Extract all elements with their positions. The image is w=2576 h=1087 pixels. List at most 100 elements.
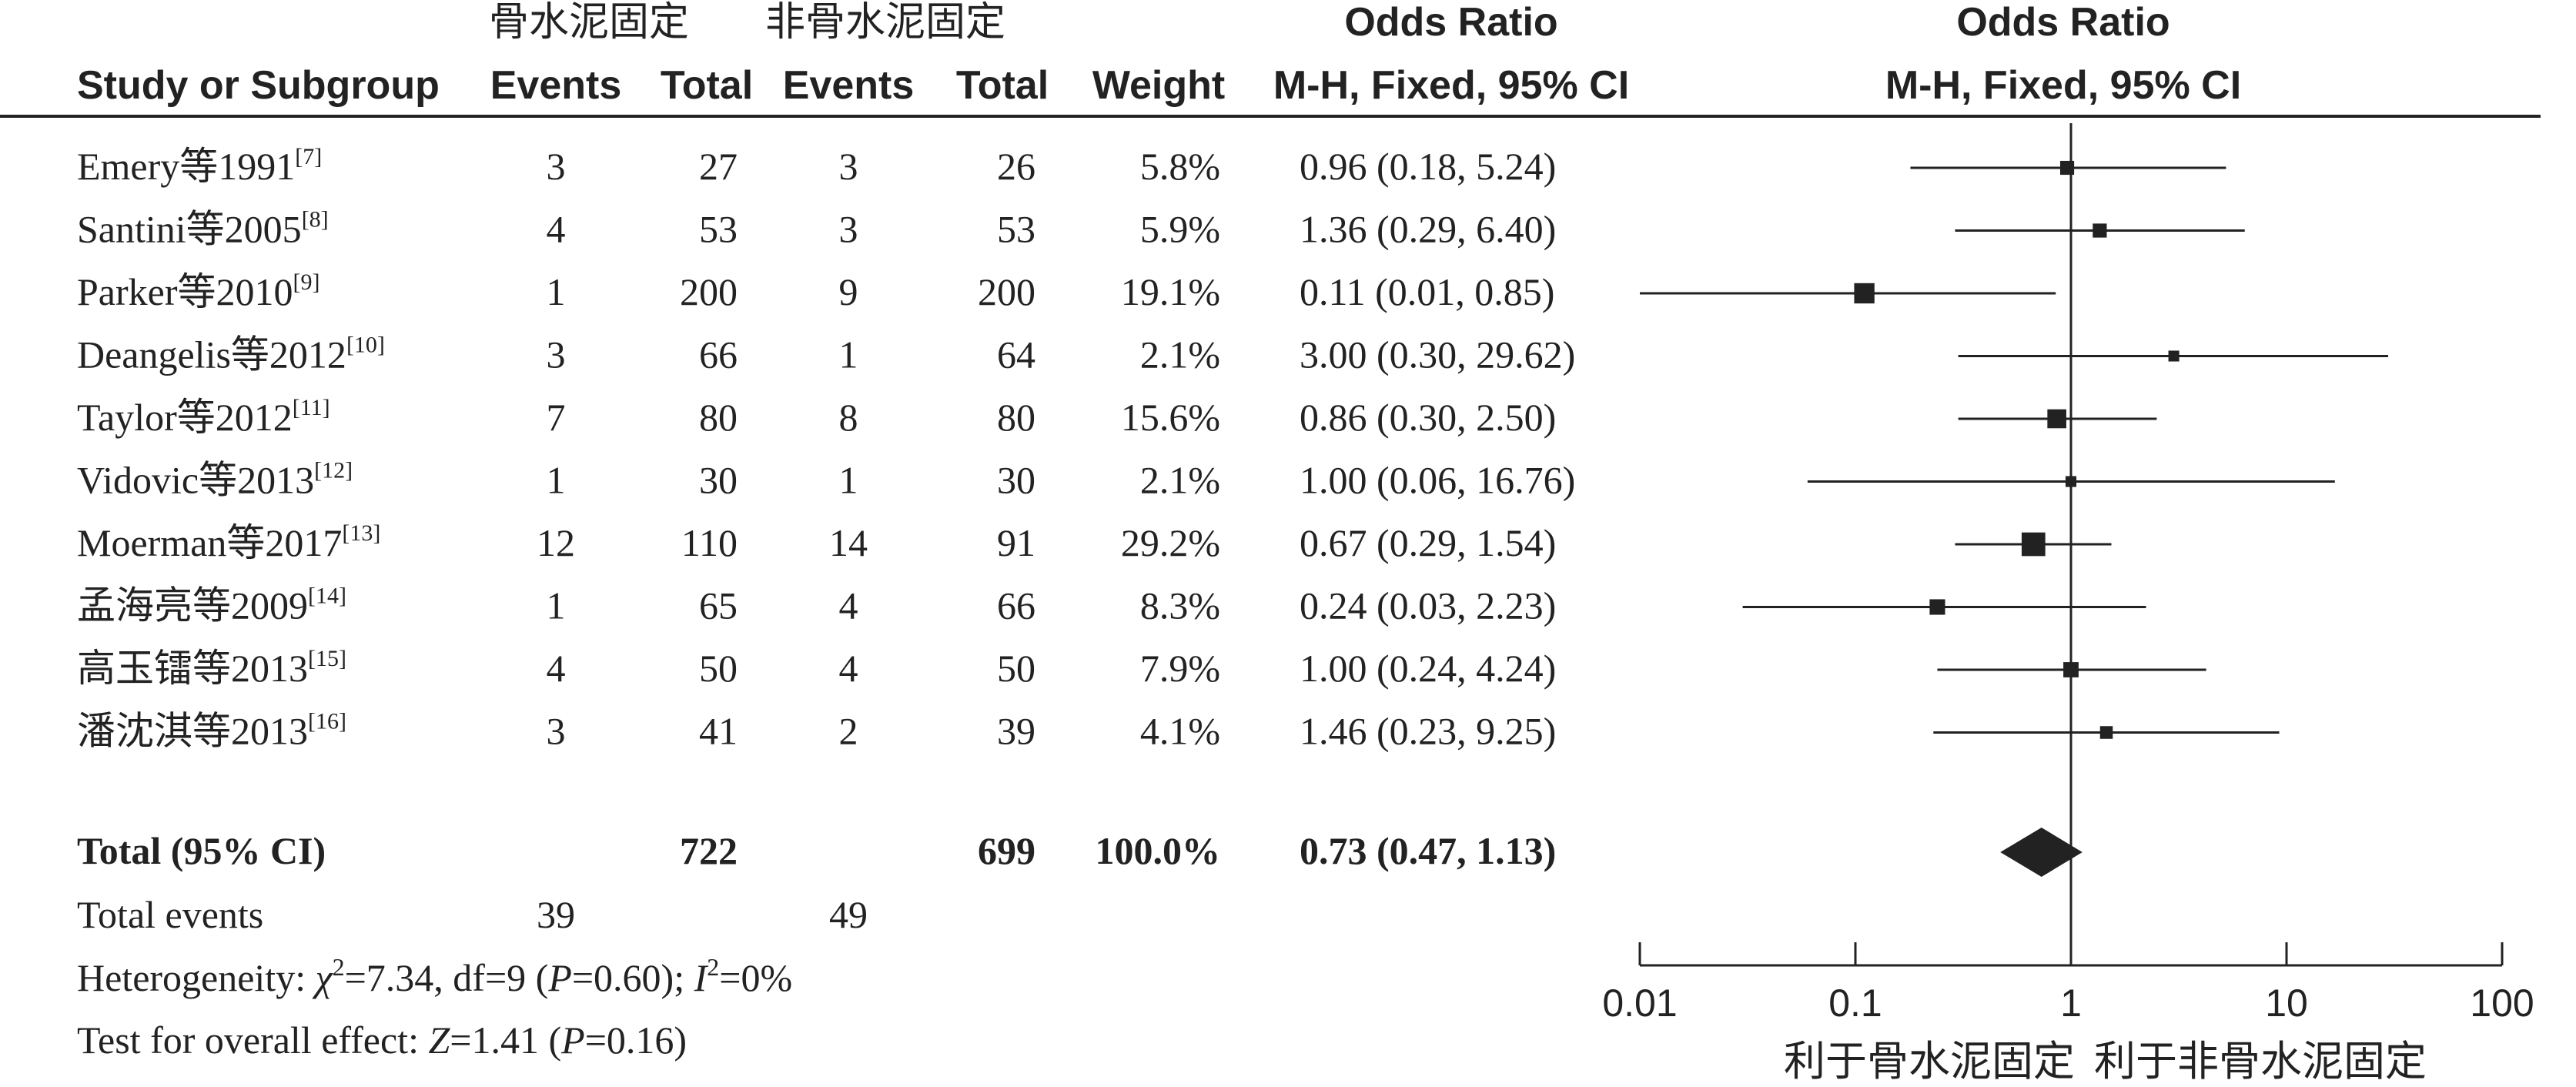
study-reference: [16] — [308, 709, 346, 734]
weight-cell: 4.1% — [1140, 710, 1220, 753]
total1-cell: 53 — [699, 208, 738, 251]
events1-cell: 1 — [547, 459, 566, 502]
events1-cell: 4 — [547, 647, 566, 690]
weight-column-header: Weight — [1092, 63, 1225, 108]
table-row: Vidovic等2013[12] 1 30 1 30 2.1% 1.00 (0.06, 16… — [77, 458, 1575, 502]
total1-cell: 30 — [699, 459, 738, 502]
study-name: Deangelis等2012[10] — [77, 333, 385, 376]
study-rows: Emery等1991[7] 3 27 3 26 5.8% 0.96 (0.18, 5.24)… — [77, 144, 1575, 753]
x-tick-label: 100 — [2470, 982, 2534, 1025]
study-name: Parker等2010[9] — [77, 269, 319, 313]
plot-method-header: M-H, Fixed, 95% CI — [1885, 63, 2241, 108]
total-ci: 0.73 (0.47, 1.13) — [1300, 829, 1556, 872]
events2-cell: 9 — [839, 270, 858, 313]
odds-ratio-plot-header: Odds Ratio — [1956, 0, 2170, 45]
total2-cell: 26 — [997, 145, 1035, 188]
total1-cell: 50 — [699, 647, 738, 690]
forest-plot-area: 0.01 0.1 1 10 100 — [1602, 123, 2534, 1025]
x-tick-label: 0.01 — [1602, 982, 1677, 1025]
ci-cell: 3.00 (0.30, 29.62) — [1300, 333, 1575, 376]
weight-cell: 29.2% — [1121, 521, 1220, 564]
total1-cell: 80 — [699, 396, 738, 439]
events1-cell: 4 — [547, 208, 566, 251]
total1-cell: 110 — [681, 521, 738, 564]
events2-cell: 1 — [839, 459, 858, 502]
table-row: Deangelis等2012[10] 3 66 1 64 2.1% 3.00 (0.30, … — [77, 333, 1575, 376]
table-row: 潘沈淇等2013[16] 3 41 2 39 4.1% 1.46 (0.23, 9.25) — [77, 709, 1556, 753]
events2-cell: 1 — [839, 333, 858, 376]
study-marker-group — [1640, 283, 2056, 304]
study-marker-group — [1955, 223, 2245, 238]
total-events-row: Total events 39 49 — [77, 893, 868, 936]
x-tick-label: 10 — [2265, 982, 2308, 1025]
study-reference: [8] — [302, 207, 329, 232]
weight-cell: 19.1% — [1121, 270, 1220, 313]
total1-column-header: Total — [661, 63, 753, 108]
point-estimate-square — [2063, 662, 2079, 677]
group2-header: 非骨水泥固定 — [765, 0, 1005, 45]
total2-cell: 53 — [997, 208, 1035, 251]
point-estimate-square — [2065, 476, 2077, 487]
ci-cell: 0.24 (0.03, 2.23) — [1300, 584, 1556, 627]
events2-cell: 8 — [839, 396, 858, 439]
weight-cell: 5.8% — [1140, 145, 1220, 188]
study-reference: [10] — [346, 333, 385, 358]
study-name: 潘沈淇等2013[16] — [77, 709, 346, 753]
table-row: Taylor等2012[11] 7 80 8 80 15.6% 0.86 (0.30, 2.… — [77, 395, 1556, 439]
total2-cell: 64 — [997, 333, 1035, 376]
events1-column-header: Events — [490, 63, 622, 108]
weight-cell: 7.9% — [1140, 647, 1220, 690]
weight-cell: 2.1% — [1140, 459, 1220, 502]
study-name: Emery等1991[7] — [77, 144, 322, 188]
odds-ratio-table-header: Odds Ratio — [1344, 0, 1557, 45]
study-reference: [13] — [342, 520, 380, 546]
study-marker-group — [1807, 476, 2335, 487]
ci-column-header: M-H, Fixed, 95% CI — [1273, 63, 1629, 108]
events2-cell: 2 — [839, 710, 858, 753]
weight-cell: 15.6% — [1121, 396, 1220, 439]
study-name: Vidovic等2013[12] — [77, 458, 353, 502]
favours-left-label: 利于骨水泥固定 — [1784, 1039, 2075, 1085]
total1-cell: 66 — [699, 333, 738, 376]
point-estimate-square — [2099, 726, 2113, 739]
study-reference: [9] — [293, 269, 320, 295]
events1-cell: 1 — [547, 270, 566, 313]
total2-value: 699 — [978, 829, 1035, 872]
total2-cell: 66 — [997, 584, 1035, 627]
ci-cell: 1.00 (0.06, 16.76) — [1300, 459, 1575, 502]
events1-cell: 3 — [547, 710, 566, 753]
ci-cell: 0.67 (0.29, 1.54) — [1300, 521, 1556, 564]
study-reference: [14] — [308, 584, 346, 609]
study-marker-group — [1910, 160, 2226, 176]
table-row: Parker等2010[9] 1 200 9 200 19.1% 0.11 (0.01, 0… — [77, 269, 1554, 313]
total1-cell: 41 — [699, 710, 738, 753]
table-row: Emery等1991[7] 3 27 3 26 5.8% 0.96 (0.18, 5.24) — [77, 144, 1556, 188]
point-estimate-square — [2059, 160, 2075, 176]
point-estimate-square — [1929, 599, 1945, 615]
total-events-label: Total events — [77, 893, 263, 936]
study-reference: [11] — [293, 395, 330, 420]
study-marker-group — [1933, 726, 2280, 739]
table-row: Santini等2005[8] 4 53 3 53 5.9% 1.36 (0.29, 6.4… — [77, 207, 1556, 251]
total1-cell: 27 — [699, 145, 738, 188]
study-name: Santini等2005[8] — [77, 207, 329, 251]
events1-cell: 3 — [547, 145, 566, 188]
total1-value: 722 — [680, 829, 738, 872]
total2-column-header: Total — [956, 63, 1049, 108]
ci-cell: 1.00 (0.24, 4.24) — [1300, 647, 1556, 690]
study-reference: [12] — [314, 458, 353, 483]
study-marker-group — [1958, 409, 2157, 429]
total1-cell: 65 — [699, 584, 738, 627]
total1-cell: 200 — [680, 270, 738, 313]
total2-cell: 50 — [997, 647, 1035, 690]
table-header: 骨水泥固定 非骨水泥固定 Odds Ratio Odds Ratio Study… — [77, 0, 2241, 108]
events1-cell: 3 — [547, 333, 566, 376]
ci-cell: 0.11 (0.01, 0.85) — [1300, 270, 1554, 313]
favours-right-label: 利于非骨水泥固定 — [2094, 1039, 2427, 1085]
study-name: Moerman等2017[13] — [77, 520, 380, 564]
events2-cell: 4 — [839, 647, 858, 690]
ci-cell: 0.86 (0.30, 2.50) — [1300, 396, 1556, 439]
heterogeneity-text: Heterogeneity: χ2=7.34, df=9 (P=0.60); I… — [77, 953, 792, 999]
x-tick-label: 0.1 — [1828, 982, 1882, 1025]
